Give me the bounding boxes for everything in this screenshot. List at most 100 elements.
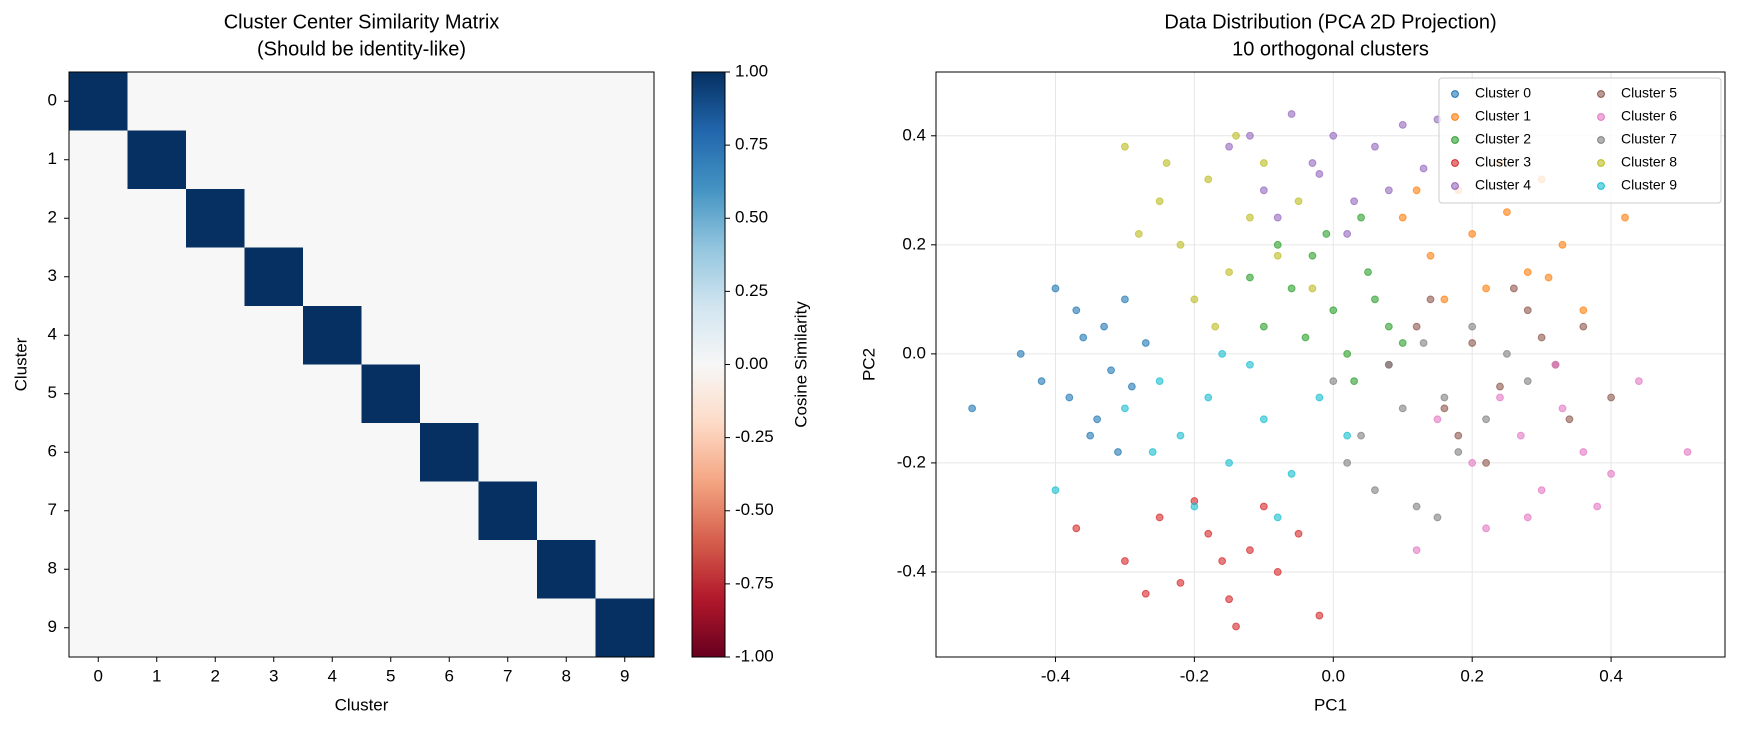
heatmap-cell — [537, 598, 596, 658]
heatmap-cell — [244, 247, 304, 307]
heatmap-cell — [420, 247, 479, 307]
heatmap-cell — [303, 306, 362, 365]
scatter-point — [1398, 404, 1407, 413]
heatmap-cell — [244, 72, 304, 131]
scatter-point — [1051, 486, 1060, 495]
scatter-point — [1579, 306, 1588, 315]
scatter-point — [1433, 513, 1442, 522]
heatmap-cell — [69, 72, 128, 131]
scatter-point — [1683, 448, 1692, 456]
scatter-point — [1503, 349, 1511, 358]
scatter-point — [1315, 393, 1324, 402]
scatter-point — [1558, 240, 1567, 249]
scatter-point — [1357, 213, 1365, 222]
y-tick-label: 6 — [48, 442, 57, 461]
legend-marker — [1451, 90, 1459, 98]
legend-marker — [1451, 182, 1459, 190]
scatter-point — [1287, 469, 1296, 478]
scatter-point — [1565, 415, 1574, 424]
legend-marker — [1451, 136, 1459, 144]
scatter-point — [1579, 322, 1588, 331]
scatter-point — [1607, 393, 1615, 402]
scatter-point — [1537, 486, 1546, 495]
y-tick-label: 5 — [48, 383, 57, 402]
heatmap-cell — [186, 364, 245, 424]
heatmap-cell — [478, 364, 538, 424]
heatmap-cell — [127, 247, 187, 307]
scatter-point — [1093, 415, 1102, 424]
scatter-point — [1384, 360, 1393, 369]
scatter-point — [1607, 469, 1615, 478]
legend-marker — [1451, 113, 1459, 121]
x-tick-label: 0.2 — [1460, 666, 1484, 685]
scatter-point — [1225, 595, 1233, 604]
heatmap-cell — [186, 423, 245, 482]
scatter-point — [1537, 333, 1546, 342]
x-tick-label: 8 — [562, 666, 571, 685]
colorbar-tick-label: 1.00 — [735, 61, 768, 80]
heatmap-cell — [420, 130, 479, 190]
heatmap-cell — [420, 598, 479, 658]
scatter-point — [1204, 175, 1213, 184]
heatmap-cell — [244, 598, 304, 658]
heatmap-cell — [69, 364, 128, 424]
scatter-point — [1134, 230, 1143, 238]
chart-subtitle: 10 orthogonal clusters — [1232, 38, 1429, 60]
heatmap-cell — [478, 72, 538, 131]
scatter-point — [1294, 197, 1303, 206]
y-axis-label: Cluster — [11, 337, 30, 391]
scatter-point — [1343, 431, 1352, 440]
scatter-point — [1190, 295, 1199, 304]
scatter-point — [1315, 170, 1324, 178]
heatmap-cell — [69, 306, 128, 365]
heatmap-cell — [478, 540, 538, 599]
scatter-point — [1204, 529, 1213, 538]
x-tick-label: 5 — [386, 666, 395, 685]
legend-label: Cluster 2 — [1475, 131, 1531, 147]
heatmap-cell — [420, 72, 479, 131]
scatter-point — [1287, 110, 1296, 118]
scatter-point — [1579, 448, 1588, 456]
heatmap-cell — [595, 72, 655, 131]
scatter-point — [1273, 513, 1282, 522]
scatter-point — [1468, 459, 1477, 467]
heatmap-cell — [127, 364, 187, 424]
heatmap-cell — [478, 481, 538, 541]
scatter-point — [1308, 251, 1317, 260]
scatter-point — [1350, 197, 1359, 206]
heatmap-cell — [244, 189, 304, 248]
scatter-point — [1155, 513, 1164, 522]
scatter-point — [1468, 230, 1477, 238]
heatmap-cell — [478, 423, 538, 482]
heatmap-cell — [361, 247, 421, 307]
scatter-point — [1371, 295, 1379, 304]
scatter-point — [1496, 393, 1504, 402]
heatmap-cell — [537, 423, 596, 482]
scatter-point — [1121, 142, 1129, 151]
scatter-point — [1384, 322, 1393, 331]
scatter-point — [1343, 230, 1352, 238]
colorbar-tick-label: 0.75 — [735, 135, 768, 154]
heatmap-cell — [478, 306, 538, 365]
colorbar-tick-label: 0.00 — [735, 354, 768, 373]
scatter-point — [1412, 186, 1421, 195]
heatmap-cell — [595, 364, 655, 424]
legend-marker — [1597, 159, 1605, 167]
scatter-point — [1273, 213, 1282, 222]
heatmap-cell — [595, 247, 655, 307]
y-tick-label: -0.4 — [897, 561, 926, 580]
heatmap-cell — [69, 247, 128, 307]
scatter-point — [1329, 131, 1338, 140]
heatmap-cell — [595, 423, 655, 482]
scatter-point — [1121, 557, 1129, 565]
scatter-point — [1482, 524, 1490, 533]
heatmap-cell — [127, 481, 187, 541]
heatmap-cell — [186, 72, 245, 131]
x-tick-label: -0.4 — [1041, 666, 1070, 685]
heatmap-cell — [420, 364, 479, 424]
heatmap-cell — [303, 189, 362, 248]
scatter-point — [1190, 502, 1199, 511]
x-tick-label: 1 — [152, 666, 161, 685]
heatmap-cell — [537, 72, 596, 131]
